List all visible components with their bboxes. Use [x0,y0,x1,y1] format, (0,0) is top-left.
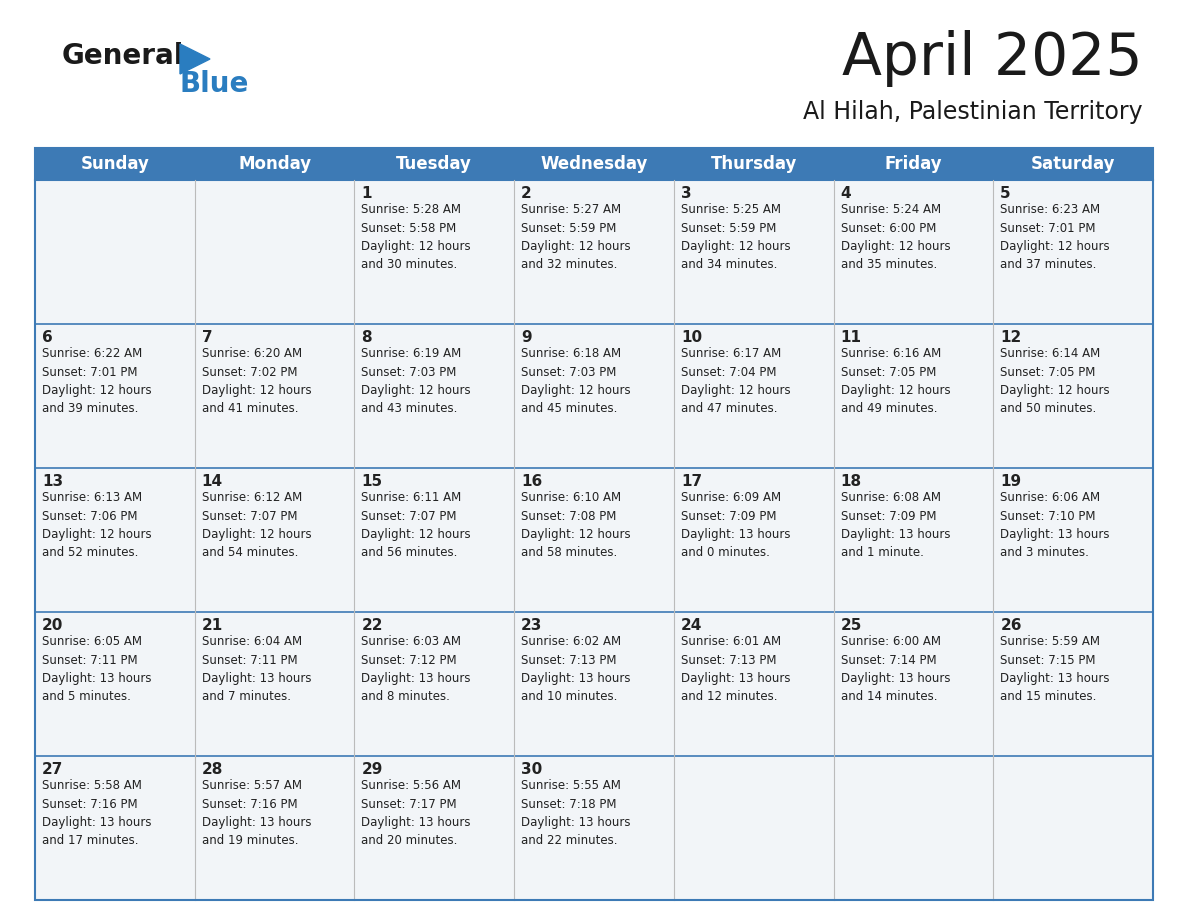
Text: Sunrise: 6:08 AM
Sunset: 7:09 PM
Daylight: 13 hours
and 1 minute.: Sunrise: 6:08 AM Sunset: 7:09 PM Dayligh… [841,491,950,559]
Text: Monday: Monday [238,155,311,173]
Text: 6: 6 [42,330,52,345]
Text: 13: 13 [42,474,63,489]
Text: Sunrise: 6:17 AM
Sunset: 7:04 PM
Daylight: 12 hours
and 47 minutes.: Sunrise: 6:17 AM Sunset: 7:04 PM Dayligh… [681,347,790,416]
Text: Sunrise: 6:09 AM
Sunset: 7:09 PM
Daylight: 13 hours
and 0 minutes.: Sunrise: 6:09 AM Sunset: 7:09 PM Dayligh… [681,491,790,559]
Text: Sunrise: 5:24 AM
Sunset: 6:00 PM
Daylight: 12 hours
and 35 minutes.: Sunrise: 5:24 AM Sunset: 6:00 PM Dayligh… [841,203,950,272]
Text: Sunrise: 6:16 AM
Sunset: 7:05 PM
Daylight: 12 hours
and 49 minutes.: Sunrise: 6:16 AM Sunset: 7:05 PM Dayligh… [841,347,950,416]
Text: 14: 14 [202,474,223,489]
Text: 2: 2 [522,186,532,201]
Text: 21: 21 [202,618,223,633]
Text: Sunrise: 5:55 AM
Sunset: 7:18 PM
Daylight: 13 hours
and 22 minutes.: Sunrise: 5:55 AM Sunset: 7:18 PM Dayligh… [522,779,631,847]
Text: 12: 12 [1000,330,1022,345]
Bar [34,324,1154,468]
Text: Sunrise: 6:06 AM
Sunset: 7:10 PM
Daylight: 13 hours
and 3 minutes.: Sunrise: 6:06 AM Sunset: 7:10 PM Dayligh… [1000,491,1110,559]
Text: 27: 27 [42,762,63,777]
Text: Sunrise: 6:22 AM
Sunset: 7:01 PM
Daylight: 12 hours
and 39 minutes.: Sunrise: 6:22 AM Sunset: 7:01 PM Dayligh… [42,347,152,416]
Text: Sunrise: 5:59 AM
Sunset: 7:15 PM
Daylight: 13 hours
and 15 minutes.: Sunrise: 5:59 AM Sunset: 7:15 PM Dayligh… [1000,635,1110,703]
Text: Sunrise: 5:56 AM
Sunset: 7:17 PM
Daylight: 13 hours
and 20 minutes.: Sunrise: 5:56 AM Sunset: 7:17 PM Dayligh… [361,779,470,847]
Text: Sunrise: 6:03 AM
Sunset: 7:12 PM
Daylight: 13 hours
and 8 minutes.: Sunrise: 6:03 AM Sunset: 7:12 PM Dayligh… [361,635,470,703]
Text: General: General [62,42,184,70]
Text: Sunrise: 6:12 AM
Sunset: 7:07 PM
Daylight: 12 hours
and 54 minutes.: Sunrise: 6:12 AM Sunset: 7:07 PM Dayligh… [202,491,311,559]
Text: 15: 15 [361,474,383,489]
Text: 28: 28 [202,762,223,777]
Bar [34,468,1154,612]
Text: Sunrise: 6:02 AM
Sunset: 7:13 PM
Daylight: 13 hours
and 10 minutes.: Sunrise: 6:02 AM Sunset: 7:13 PM Dayligh… [522,635,631,703]
Text: 18: 18 [841,474,861,489]
Text: 19: 19 [1000,474,1022,489]
Text: 5: 5 [1000,186,1011,201]
Text: 23: 23 [522,618,543,633]
Text: Sunrise: 6:04 AM
Sunset: 7:11 PM
Daylight: 13 hours
and 7 minutes.: Sunrise: 6:04 AM Sunset: 7:11 PM Dayligh… [202,635,311,703]
Text: 22: 22 [361,618,383,633]
Polygon shape [181,44,210,74]
Text: Tuesday: Tuesday [397,155,472,173]
Text: 8: 8 [361,330,372,345]
Text: 24: 24 [681,618,702,633]
Text: 16: 16 [522,474,543,489]
Text: 25: 25 [841,618,862,633]
Bar [34,148,1154,180]
Text: 11: 11 [841,330,861,345]
Text: 29: 29 [361,762,383,777]
Text: Sunrise: 6:00 AM
Sunset: 7:14 PM
Daylight: 13 hours
and 14 minutes.: Sunrise: 6:00 AM Sunset: 7:14 PM Dayligh… [841,635,950,703]
Text: Sunrise: 6:23 AM
Sunset: 7:01 PM
Daylight: 12 hours
and 37 minutes.: Sunrise: 6:23 AM Sunset: 7:01 PM Dayligh… [1000,203,1110,272]
Text: 1: 1 [361,186,372,201]
Text: Sunrise: 6:13 AM
Sunset: 7:06 PM
Daylight: 12 hours
and 52 minutes.: Sunrise: 6:13 AM Sunset: 7:06 PM Dayligh… [42,491,152,559]
Text: Sunrise: 5:58 AM
Sunset: 7:16 PM
Daylight: 13 hours
and 17 minutes.: Sunrise: 5:58 AM Sunset: 7:16 PM Dayligh… [42,779,152,847]
Text: Friday: Friday [885,155,942,173]
Text: 4: 4 [841,186,851,201]
Text: Sunrise: 5:25 AM
Sunset: 5:59 PM
Daylight: 12 hours
and 34 minutes.: Sunrise: 5:25 AM Sunset: 5:59 PM Dayligh… [681,203,790,272]
Bar [34,180,1154,324]
Text: Sunrise: 6:20 AM
Sunset: 7:02 PM
Daylight: 12 hours
and 41 minutes.: Sunrise: 6:20 AM Sunset: 7:02 PM Dayligh… [202,347,311,416]
Text: Sunrise: 5:28 AM
Sunset: 5:58 PM
Daylight: 12 hours
and 30 minutes.: Sunrise: 5:28 AM Sunset: 5:58 PM Dayligh… [361,203,472,272]
Text: Al Hilah, Palestinian Territory: Al Hilah, Palestinian Territory [803,100,1143,124]
Text: 20: 20 [42,618,63,633]
Bar [34,612,1154,756]
Text: Sunrise: 6:14 AM
Sunset: 7:05 PM
Daylight: 12 hours
and 50 minutes.: Sunrise: 6:14 AM Sunset: 7:05 PM Dayligh… [1000,347,1110,416]
Text: Sunrise: 6:05 AM
Sunset: 7:11 PM
Daylight: 13 hours
and 5 minutes.: Sunrise: 6:05 AM Sunset: 7:11 PM Dayligh… [42,635,152,703]
Text: Sunrise: 6:10 AM
Sunset: 7:08 PM
Daylight: 12 hours
and 58 minutes.: Sunrise: 6:10 AM Sunset: 7:08 PM Dayligh… [522,491,631,559]
Text: Thursday: Thursday [710,155,797,173]
Text: 3: 3 [681,186,691,201]
Text: Blue: Blue [181,70,249,98]
Text: 26: 26 [1000,618,1022,633]
Text: 10: 10 [681,330,702,345]
Bar [34,756,1154,900]
Text: 30: 30 [522,762,543,777]
Bar [34,148,1154,900]
Text: Sunrise: 6:19 AM
Sunset: 7:03 PM
Daylight: 12 hours
and 43 minutes.: Sunrise: 6:19 AM Sunset: 7:03 PM Dayligh… [361,347,472,416]
Text: Sunrise: 5:27 AM
Sunset: 5:59 PM
Daylight: 12 hours
and 32 minutes.: Sunrise: 5:27 AM Sunset: 5:59 PM Dayligh… [522,203,631,272]
Text: April 2025: April 2025 [842,30,1143,87]
Text: 7: 7 [202,330,213,345]
Text: 9: 9 [522,330,532,345]
Text: Sunday: Sunday [81,155,150,173]
Text: Sunrise: 6:18 AM
Sunset: 7:03 PM
Daylight: 12 hours
and 45 minutes.: Sunrise: 6:18 AM Sunset: 7:03 PM Dayligh… [522,347,631,416]
Text: 17: 17 [681,474,702,489]
Text: Wednesday: Wednesday [541,155,647,173]
Text: Saturday: Saturday [1031,155,1116,173]
Text: Sunrise: 5:57 AM
Sunset: 7:16 PM
Daylight: 13 hours
and 19 minutes.: Sunrise: 5:57 AM Sunset: 7:16 PM Dayligh… [202,779,311,847]
Text: Sunrise: 6:01 AM
Sunset: 7:13 PM
Daylight: 13 hours
and 12 minutes.: Sunrise: 6:01 AM Sunset: 7:13 PM Dayligh… [681,635,790,703]
Text: Sunrise: 6:11 AM
Sunset: 7:07 PM
Daylight: 12 hours
and 56 minutes.: Sunrise: 6:11 AM Sunset: 7:07 PM Dayligh… [361,491,472,559]
